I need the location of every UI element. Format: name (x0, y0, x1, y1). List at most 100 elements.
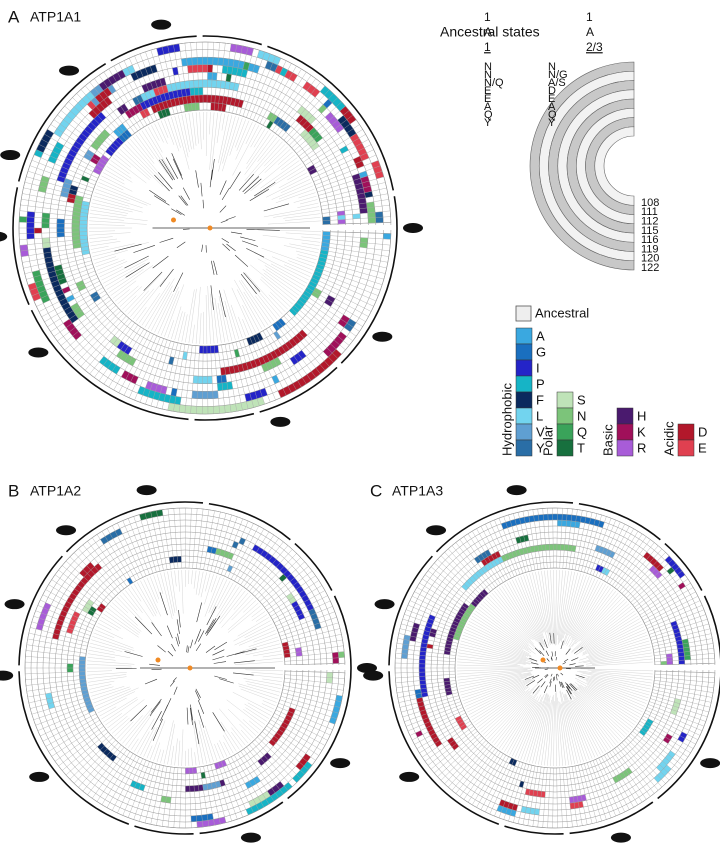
substitution-cell (267, 781, 285, 797)
column-header: 2/3 (586, 40, 603, 54)
substitution-cell (226, 565, 233, 573)
substitution-cell (81, 175, 90, 183)
substitution-cell (34, 228, 42, 234)
site-number: 120 (641, 253, 659, 265)
gene-name: ATP1A2 (30, 483, 81, 499)
legend-swatch (515, 439, 533, 457)
ring-gap (321, 225, 401, 230)
ancestral-state: A (548, 101, 556, 113)
substitution-cell (65, 294, 75, 303)
ancestral-node (540, 657, 546, 663)
substitution-cell (426, 643, 434, 649)
ancestral-title: Ancestral states (440, 24, 540, 40)
legend-label: N (577, 408, 586, 423)
substitution-cell (172, 67, 179, 76)
substitution-cell (266, 120, 274, 130)
substitution-cell (52, 563, 103, 640)
tree-leaves (87, 570, 284, 766)
ancestral-node (187, 665, 193, 671)
substitution-cell (416, 697, 443, 748)
substitution-cell (639, 718, 654, 736)
substitution-cell (242, 61, 250, 71)
panel-letter: B (8, 481, 19, 500)
site-number: 119 (641, 243, 659, 255)
substitution-cell (41, 212, 50, 228)
substitution-cell (153, 84, 169, 97)
legend-swatch (515, 407, 533, 425)
legend-swatch (616, 407, 634, 425)
substitution-cell (66, 611, 81, 634)
substitution-cell (225, 73, 232, 82)
legend-swatch (556, 439, 574, 457)
substitution-cell (139, 509, 164, 521)
legend-group-name: Acidic (661, 421, 676, 456)
substitution-cell (79, 562, 95, 578)
substitution-cell (648, 565, 663, 579)
panel-letter: A (8, 7, 20, 26)
ancestral-state: E (484, 93, 491, 105)
substitution-cell (660, 661, 667, 665)
substitution-cell (268, 707, 296, 747)
substitution-cell (214, 759, 227, 770)
substitution-cell (681, 638, 691, 661)
substitution-cell (477, 589, 489, 601)
ancestral-state: Q (484, 109, 493, 121)
ancestral-node (557, 665, 563, 671)
substitution-cell (295, 753, 311, 771)
substitution-cell (121, 370, 139, 385)
clade-arc (18, 501, 352, 835)
ancestral-state: N (484, 69, 492, 81)
substitution-cell (61, 286, 71, 294)
tree-branches (524, 632, 585, 700)
substitution-cell (90, 135, 105, 151)
legend-label: H (637, 408, 646, 423)
tree-leaves (456, 569, 654, 767)
substitution-cell (351, 173, 368, 214)
substitution-cell (53, 65, 136, 138)
substitution-cell (245, 782, 293, 815)
substitution-cell (323, 331, 347, 357)
site-number: 108 (641, 197, 659, 209)
substitution-cell (643, 551, 664, 572)
substitution-cell (185, 767, 197, 774)
substitution-cell (92, 154, 110, 175)
site-number: 112 (641, 216, 659, 228)
column-header: A (586, 25, 594, 39)
substitution-cell (130, 780, 146, 792)
animal-icon (700, 758, 720, 769)
clade-arc (12, 35, 398, 421)
substitution-cell (118, 129, 132, 143)
substitution-cell (196, 816, 227, 828)
substitution-cell (26, 211, 35, 240)
legend-swatch (515, 423, 533, 441)
ring-gap (653, 665, 720, 670)
legend-swatch (677, 423, 695, 441)
substitution-cell (222, 65, 248, 78)
animal-icon (0, 150, 21, 161)
substitution-cell (279, 67, 288, 77)
ancestral-state: E (484, 85, 491, 97)
ancestral-state: D (548, 85, 556, 97)
substitution-cell (302, 81, 321, 98)
ancestral-state: A/S (548, 77, 566, 89)
substitution-cell (32, 270, 51, 304)
substitution-cell (308, 127, 323, 143)
ancestral-state: A (484, 101, 492, 113)
legend-swatch (515, 375, 533, 393)
substitution-cell (56, 111, 107, 183)
substitution-cell (352, 213, 361, 219)
substitution-cell (87, 100, 96, 110)
substitution-cell (670, 620, 685, 665)
substitution-cell (271, 374, 280, 384)
animal-icon (4, 599, 25, 610)
substitution-cell (141, 77, 167, 93)
site-number: 116 (641, 234, 659, 246)
legend-swatch (515, 327, 533, 345)
substitution-cell (371, 160, 384, 179)
substitution-cell (207, 64, 213, 73)
substitution-cell (244, 776, 261, 789)
legend-swatch (616, 439, 634, 457)
ancestral-node (171, 217, 176, 223)
substitution-cell (337, 215, 346, 220)
